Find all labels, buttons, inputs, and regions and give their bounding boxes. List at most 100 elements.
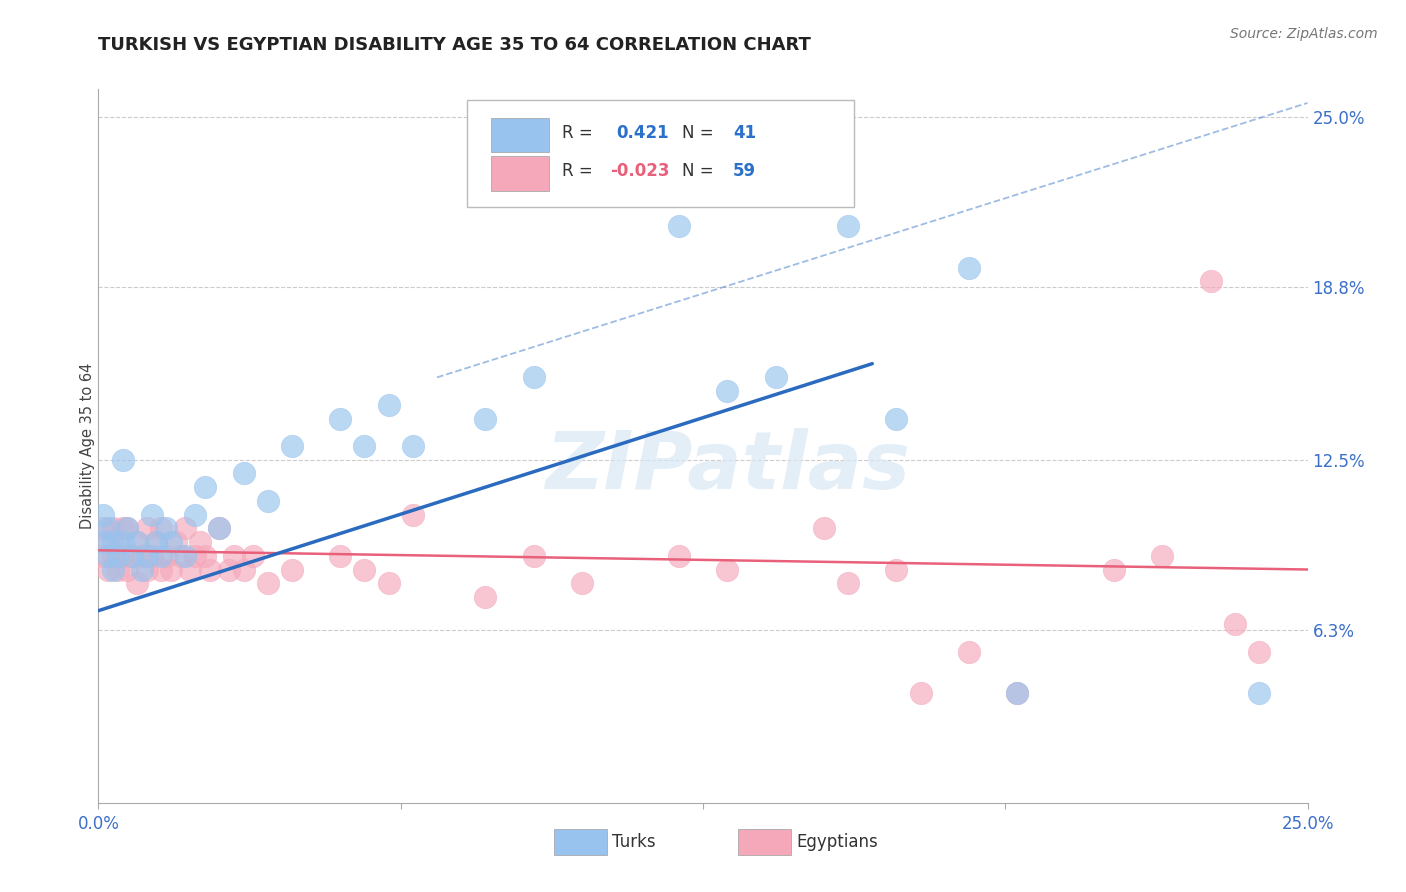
Point — [160, 562, 183, 576]
Point — [281, 562, 304, 576]
Point — [256, 494, 278, 508]
Point — [1007, 686, 1029, 700]
Point — [165, 535, 187, 549]
Point — [837, 576, 859, 591]
Point — [242, 549, 264, 563]
Point — [107, 562, 129, 576]
Point — [160, 535, 183, 549]
Point — [101, 521, 124, 535]
Point — [117, 521, 139, 535]
Text: 59: 59 — [734, 162, 756, 180]
Point — [571, 576, 593, 591]
Point — [668, 219, 690, 234]
Point — [184, 549, 207, 563]
Point — [329, 411, 352, 425]
FancyBboxPatch shape — [492, 156, 550, 191]
Point — [402, 508, 425, 522]
Point — [145, 535, 167, 549]
Point — [131, 549, 153, 563]
Point — [127, 535, 149, 549]
Point — [1102, 562, 1125, 576]
Point — [155, 549, 177, 563]
Point — [256, 576, 278, 591]
Point — [716, 384, 738, 398]
Point — [523, 549, 546, 563]
Point — [101, 549, 124, 563]
Point — [353, 439, 375, 453]
Point — [179, 562, 201, 576]
Point — [1249, 686, 1271, 700]
Point — [121, 549, 143, 563]
Point — [329, 549, 352, 563]
Text: Source: ZipAtlas.com: Source: ZipAtlas.com — [1230, 27, 1378, 41]
Point — [169, 549, 191, 563]
Point — [402, 439, 425, 453]
Text: R =: R = — [561, 162, 592, 180]
Text: R =: R = — [561, 124, 592, 142]
Point — [155, 521, 177, 535]
Text: N =: N = — [682, 124, 714, 142]
Point — [218, 562, 240, 576]
Point — [117, 562, 139, 576]
FancyBboxPatch shape — [554, 830, 607, 855]
Text: N =: N = — [682, 162, 714, 180]
Point — [1152, 549, 1174, 563]
Point — [117, 521, 139, 535]
Point — [111, 452, 134, 467]
Text: Egyptians: Egyptians — [796, 833, 877, 851]
Point — [111, 535, 134, 549]
Point — [111, 549, 134, 563]
Point — [131, 562, 153, 576]
Point — [97, 549, 120, 563]
Point — [198, 562, 221, 576]
Point — [174, 521, 197, 535]
Point — [150, 562, 173, 576]
Text: TURKISH VS EGYPTIAN DISABILITY AGE 35 TO 64 CORRELATION CHART: TURKISH VS EGYPTIAN DISABILITY AGE 35 TO… — [98, 36, 811, 54]
FancyBboxPatch shape — [467, 100, 855, 207]
Point — [174, 549, 197, 563]
Point — [571, 151, 593, 165]
Point — [127, 576, 149, 591]
FancyBboxPatch shape — [738, 830, 792, 855]
Point — [910, 686, 932, 700]
Point — [121, 549, 143, 563]
Point — [208, 521, 231, 535]
Text: 41: 41 — [734, 124, 756, 142]
FancyBboxPatch shape — [492, 118, 550, 152]
Point — [101, 562, 124, 576]
Point — [91, 521, 114, 535]
Point — [886, 562, 908, 576]
Point — [194, 480, 217, 494]
Point — [523, 370, 546, 384]
Point — [474, 590, 496, 604]
Point — [91, 508, 114, 522]
Point — [91, 549, 114, 563]
Point — [97, 562, 120, 576]
Point — [135, 521, 157, 535]
Point — [837, 219, 859, 234]
Point — [232, 562, 254, 576]
Point — [150, 549, 173, 563]
Point — [1199, 274, 1222, 288]
Point — [208, 521, 231, 535]
Point — [957, 645, 980, 659]
Point — [377, 576, 399, 591]
Point — [222, 549, 245, 563]
Point — [145, 535, 167, 549]
Point — [1007, 686, 1029, 700]
Point — [281, 439, 304, 453]
Point — [107, 535, 129, 549]
Point — [1249, 645, 1271, 659]
Point — [194, 549, 217, 563]
Point — [150, 521, 173, 535]
Point — [1223, 617, 1246, 632]
Point — [474, 411, 496, 425]
Point — [135, 562, 157, 576]
Point — [188, 535, 211, 549]
Point — [716, 562, 738, 576]
Point — [97, 521, 120, 535]
Text: Turks: Turks — [613, 833, 657, 851]
Point — [668, 549, 690, 563]
Point — [97, 535, 120, 549]
Point — [353, 562, 375, 576]
